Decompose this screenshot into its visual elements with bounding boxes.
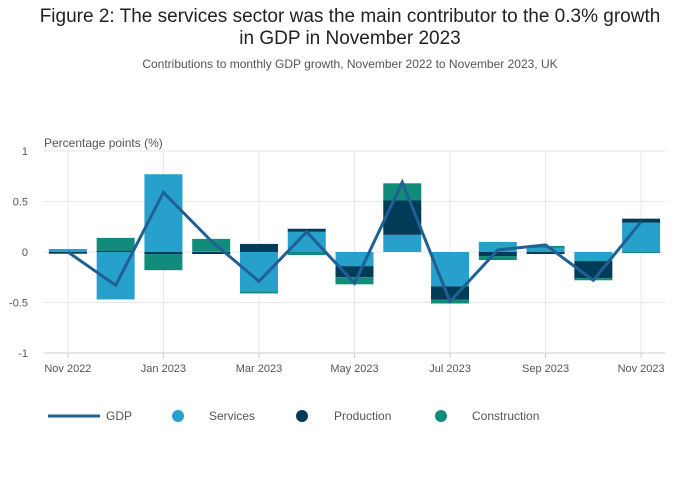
bar-services-5[interactable] (287, 231, 326, 252)
bar-construction-4[interactable] (239, 291, 278, 294)
bar-construction-1[interactable] (96, 237, 135, 251)
chart-title-line-2: in GDP in November 2023 (239, 28, 461, 49)
chart-subtitle: Contributions to monthly GDP growth, Nov… (142, 57, 558, 71)
x-tick-label: Nov 2022 (44, 363, 91, 375)
bar-services-10[interactable] (526, 247, 565, 252)
gdp-line-layer (67, 178, 643, 305)
bar-production-2[interactable] (144, 252, 183, 255)
bar-construction-5[interactable] (287, 252, 326, 256)
x-tick-label: Sep 2023 (522, 363, 569, 375)
bar-production-4[interactable] (239, 243, 278, 252)
legend-production-swatch (296, 410, 308, 422)
bar-production-6[interactable] (335, 266, 374, 278)
bar-production-9[interactable] (478, 252, 517, 257)
bar-services-9[interactable] (478, 241, 517, 252)
bar-construction-7[interactable] (383, 183, 422, 201)
x-tick-label: Nov 2023 (618, 363, 665, 375)
bar-construction-9[interactable] (478, 256, 517, 261)
legend-services-swatch (172, 410, 184, 422)
x-tick-label: Mar 2023 (236, 363, 282, 375)
bar-construction-2[interactable] (144, 254, 183, 271)
legend-construction-swatch (435, 410, 447, 422)
x-tick-label: May 2023 (330, 363, 378, 375)
y-tick-label: 1 (22, 146, 28, 158)
y-tick-label: -1 (18, 348, 28, 360)
y-tick-label: 0 (22, 247, 28, 259)
x-tick-label: Jan 2023 (141, 363, 186, 375)
x-axis-ticks: Nov 2022 Jan 2023 Mar 2023 May 2023 Jul 2023… (44, 353, 665, 375)
y-tick-label: -0.5 (9, 298, 28, 310)
bar-services-2[interactable] (144, 174, 183, 252)
bar-services-11[interactable] (574, 252, 613, 262)
bar-production-3[interactable] (192, 252, 231, 255)
bar-production-10[interactable] (526, 252, 565, 255)
y-tick-label: 0.5 (13, 197, 28, 209)
bar-services-0[interactable] (48, 248, 87, 252)
chart-title-line-1: Figure 2: The services sector was the ma… (39, 6, 661, 27)
legend-gdp-label[interactable]: GDP (106, 409, 132, 423)
legend-services-label[interactable]: Services (209, 409, 255, 423)
gdp-line[interactable] (67, 178, 643, 305)
legend: GDP Services Production Construction (48, 409, 539, 423)
bar-construction-12[interactable] (622, 252, 661, 254)
y-axis-label: Percentage points (%) (44, 136, 163, 150)
bar-construction-10[interactable] (526, 245, 565, 248)
legend-production-label[interactable]: Production (334, 409, 391, 423)
bar-production-12[interactable] (622, 218, 661, 223)
bar-services-3[interactable] (192, 250, 231, 252)
bar-production-1[interactable] (96, 250, 135, 252)
legend-construction-label[interactable]: Construction (472, 409, 539, 423)
bar-services-7[interactable] (383, 234, 422, 252)
chart-title: Figure 2: The services sector was the ma… (0, 6, 700, 50)
y-axis-ticks: 1 0.5 0 -0.5 -1 (9, 146, 28, 360)
x-tick-label: Jul 2023 (429, 363, 471, 375)
